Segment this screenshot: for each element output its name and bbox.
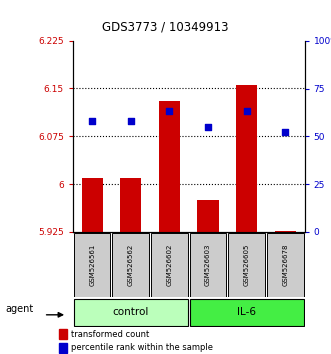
Point (89, 118, 95, 124)
Bar (236, 85, 257, 232)
FancyBboxPatch shape (151, 233, 188, 297)
Text: GDS3773 / 10349913: GDS3773 / 10349913 (102, 21, 229, 34)
Bar (59, 343, 68, 353)
Point (244, 109, 249, 114)
Bar (81, 178, 103, 232)
Text: percentile rank within the sample: percentile rank within the sample (71, 343, 213, 352)
Bar (197, 200, 218, 232)
Text: GSM526602: GSM526602 (166, 244, 172, 286)
FancyBboxPatch shape (190, 299, 304, 326)
Bar (59, 329, 68, 339)
Text: control: control (113, 307, 149, 317)
Text: GSM526678: GSM526678 (282, 243, 288, 286)
Text: GSM526605: GSM526605 (244, 244, 250, 286)
Text: GSM526562: GSM526562 (128, 244, 134, 286)
FancyBboxPatch shape (113, 233, 149, 297)
Bar (120, 178, 141, 232)
Text: GSM526603: GSM526603 (205, 243, 211, 286)
FancyBboxPatch shape (267, 233, 304, 297)
FancyBboxPatch shape (190, 233, 226, 297)
Bar (275, 230, 296, 232)
Text: agent: agent (6, 304, 34, 314)
Bar (159, 101, 180, 232)
Point (205, 124, 211, 130)
Point (283, 130, 288, 135)
Point (128, 118, 133, 124)
FancyBboxPatch shape (74, 299, 188, 326)
Text: transformed count: transformed count (71, 330, 149, 339)
Text: IL-6: IL-6 (237, 307, 256, 317)
FancyBboxPatch shape (74, 233, 111, 297)
Point (167, 109, 172, 114)
Text: GSM526561: GSM526561 (89, 244, 95, 286)
FancyBboxPatch shape (228, 233, 265, 297)
